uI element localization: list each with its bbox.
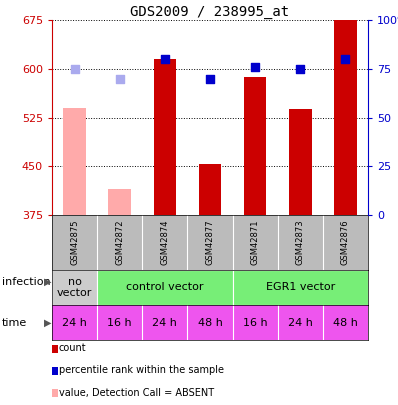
Text: GSM42871: GSM42871 — [251, 220, 259, 265]
Text: ▶: ▶ — [44, 318, 51, 328]
Text: GSM42874: GSM42874 — [160, 220, 170, 265]
Text: no
vector: no vector — [57, 277, 92, 298]
Point — [71, 66, 78, 72]
Bar — [63, 108, 86, 215]
Text: control vector: control vector — [126, 283, 204, 292]
Bar — [154, 59, 176, 215]
Text: GSM42875: GSM42875 — [70, 220, 79, 265]
Bar — [289, 109, 312, 215]
Text: GSM42876: GSM42876 — [341, 220, 350, 265]
Point — [297, 66, 303, 72]
Text: 16 h: 16 h — [107, 318, 132, 328]
Point — [162, 56, 168, 62]
Text: 48 h: 48 h — [333, 318, 358, 328]
Point — [117, 75, 123, 82]
Bar — [52, 270, 97, 305]
Text: percentile rank within the sample: percentile rank within the sample — [59, 365, 224, 375]
Point — [342, 56, 349, 62]
Text: value, Detection Call = ABSENT: value, Detection Call = ABSENT — [59, 388, 214, 398]
Text: GSM42877: GSM42877 — [205, 220, 215, 265]
Text: ▶: ▶ — [44, 277, 51, 287]
Text: 48 h: 48 h — [197, 318, 222, 328]
Text: 16 h: 16 h — [243, 318, 267, 328]
Text: GSM42873: GSM42873 — [296, 220, 305, 265]
Bar — [232, 270, 368, 305]
Bar — [334, 20, 357, 215]
Text: GSM42872: GSM42872 — [115, 220, 124, 265]
Text: 24 h: 24 h — [288, 318, 313, 328]
Text: time: time — [2, 318, 27, 328]
Bar — [97, 270, 232, 305]
Point — [207, 75, 213, 82]
Title: GDS2009 / 238995_at: GDS2009 / 238995_at — [131, 5, 290, 19]
Text: EGR1 vector: EGR1 vector — [265, 283, 335, 292]
Text: 24 h: 24 h — [62, 318, 87, 328]
Bar — [199, 164, 221, 215]
Text: count: count — [59, 343, 87, 353]
Bar — [244, 77, 266, 215]
Point — [252, 64, 258, 70]
Text: infection: infection — [2, 277, 51, 287]
Bar — [108, 189, 131, 215]
Text: 24 h: 24 h — [152, 318, 177, 328]
